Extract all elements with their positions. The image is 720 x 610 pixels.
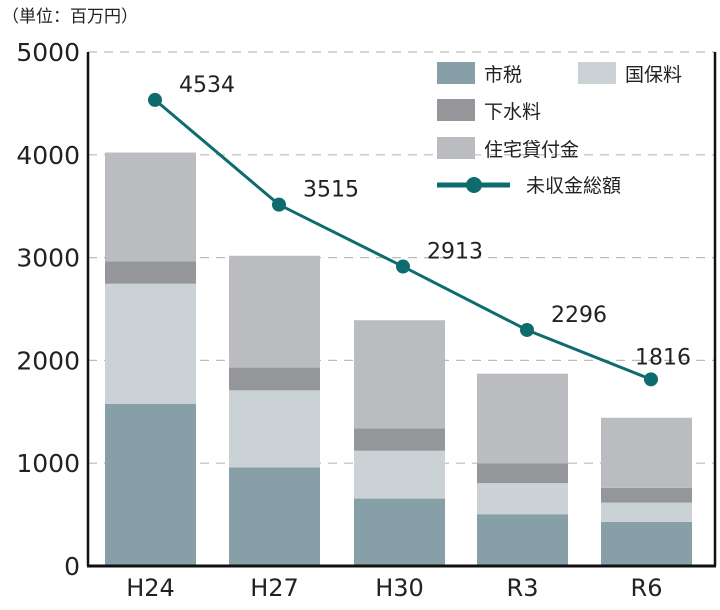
bar-segment	[354, 428, 445, 451]
legend-swatch-kokuho	[578, 62, 616, 84]
bar-segment	[477, 483, 568, 515]
data-label: 3515	[303, 178, 359, 203]
legend-label-kokuho: 国保料	[625, 64, 682, 86]
line-point	[148, 92, 162, 107]
bar-segment	[601, 521, 692, 566]
line-point	[396, 259, 410, 274]
bar-segment	[105, 283, 196, 404]
data-label: 4534	[179, 73, 235, 98]
x-tick-label: R3	[507, 574, 539, 602]
y-tick-label: 5000	[16, 38, 80, 67]
y-tick-label: 1000	[16, 449, 80, 478]
bar-segment	[229, 390, 320, 468]
bar-segment	[477, 514, 568, 566]
legend-swatch-gesui	[437, 99, 475, 121]
bars	[105, 152, 692, 566]
x-tick-label: R6	[631, 574, 663, 602]
bar-segment	[601, 502, 692, 522]
legend-label-jutaku: 住宅貸付金	[484, 139, 579, 161]
legend-line-marker	[466, 177, 482, 193]
data-label: 1816	[635, 345, 691, 370]
legend-swatch-shizei	[437, 62, 475, 84]
y-tick-label: 3000	[16, 244, 80, 273]
unit-label: （単位：百万円）	[2, 7, 138, 27]
bar-segment	[105, 403, 196, 566]
x-tick-label: H27	[250, 574, 299, 602]
legend-label-shizei: 市税	[484, 64, 522, 86]
bar-segment	[477, 373, 568, 464]
x-tick-label: H30	[375, 574, 424, 602]
bar-segment	[105, 152, 196, 262]
bar-segment	[477, 463, 568, 484]
line-point	[272, 197, 286, 212]
bar-segment	[354, 450, 445, 499]
legend: 市税 国保料 下水料 住宅貸付金 未収金総額	[437, 62, 682, 197]
bar-segment	[105, 261, 196, 284]
total-line: 4534 3515 2913 2296 1816	[148, 73, 691, 387]
bar-segment	[354, 498, 445, 566]
x-tick-label: H24	[126, 574, 175, 602]
bar-segment	[229, 367, 320, 391]
y-tick-label: 4000	[16, 141, 80, 170]
line-point	[520, 322, 534, 337]
legend-label-gesui: 下水料	[484, 101, 541, 123]
y-axis-ticks: 0 1000 2000 3000 4000 5000	[16, 38, 80, 581]
y-tick-label: 2000	[16, 346, 80, 375]
legend-label-total: 未収金総額	[526, 175, 621, 197]
bar-segment	[354, 320, 445, 429]
bar-segment	[601, 417, 692, 488]
line-point	[644, 372, 658, 387]
data-label: 2913	[427, 240, 483, 265]
data-label: 2296	[551, 303, 607, 328]
bar-segment	[229, 255, 320, 368]
y-tick-label: 0	[64, 552, 80, 581]
legend-swatch-jutaku	[437, 137, 475, 159]
bar-segment	[229, 467, 320, 566]
x-axis-ticks: H24 H27 H30 R3 R6	[126, 574, 662, 602]
bar-segment	[601, 487, 692, 503]
